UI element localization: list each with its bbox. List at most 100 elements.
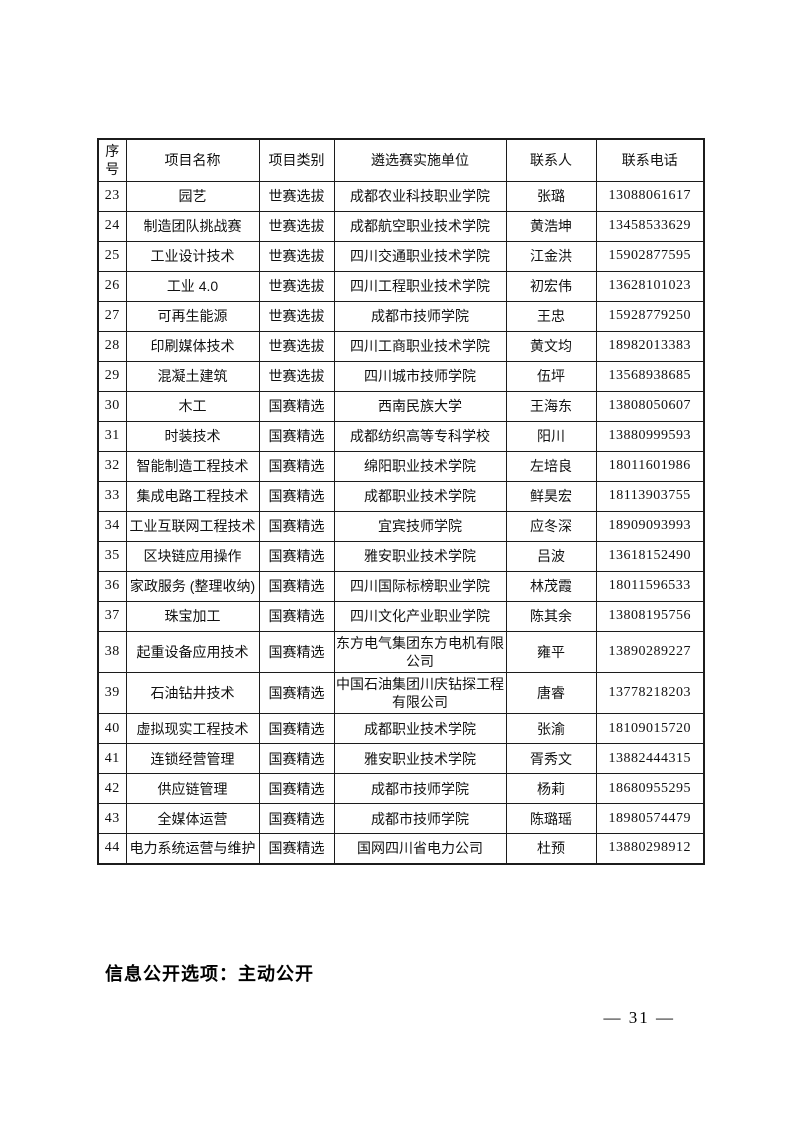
cell-project-name: 时装技术: [125, 420, 260, 452]
table-row: 38 起重设备应用技术 国赛精选 东方电气集团东方电机有限公司 雍平 13890…: [97, 630, 705, 673]
cell-project-category: 世赛选拔: [258, 180, 335, 212]
cell-project-name: 工业互联网工程技术: [125, 510, 260, 542]
cell-implementing-unit: 成都市技师学院: [333, 300, 507, 332]
cell-contact-person: 唐睿: [505, 671, 597, 715]
cell-project-name: 珠宝加工: [125, 600, 260, 632]
cell-contact-phone: 13890289227: [595, 630, 705, 673]
cell-contact-person: 伍坪: [505, 360, 597, 392]
cell-project-category: 国赛精选: [258, 833, 335, 865]
cell-contact-person: 陈璐瑶: [505, 803, 597, 835]
table-row: 24 制造团队挑战赛 世赛选拔 成都航空职业技术学院 黄浩坤 134585336…: [97, 210, 705, 242]
cell-project-name: 混凝土建筑: [125, 360, 260, 392]
cell-implementing-unit: 四川国际标榜职业学院: [333, 570, 507, 602]
cell-serial-number: 40: [97, 713, 127, 745]
table-row: 31 时装技术 国赛精选 成都纺织高等专科学校 阳川 13880999593: [97, 420, 705, 452]
cell-contact-phone: 18680955295: [595, 773, 705, 805]
cell-serial-number: 24: [97, 210, 127, 242]
cell-contact-person: 应冬深: [505, 510, 597, 542]
table-row: 34 工业互联网工程技术 国赛精选 宜宾技师学院 应冬深 18909093993: [97, 510, 705, 542]
cell-project-category: 世赛选拔: [258, 360, 335, 392]
cell-contact-phone: 13628101023: [595, 270, 705, 302]
cell-implementing-unit: 中国石油集团川庆钻探工程有限公司: [333, 671, 507, 715]
cell-contact-phone: 18113903755: [595, 480, 705, 512]
cell-project-category: 世赛选拔: [258, 210, 335, 242]
cell-contact-person: 张璐: [505, 180, 597, 212]
table-row: 41 连锁经营管理 国赛精选 雅安职业技术学院 胥秀文 13882444315: [97, 743, 705, 775]
header-project-name: 项目名称: [125, 138, 260, 182]
table-row: 28 印刷媒体技术 世赛选拔 四川工商职业技术学院 黄文均 1898201338…: [97, 330, 705, 362]
cell-implementing-unit: 西南民族大学: [333, 390, 507, 422]
table-row: 29 混凝土建筑 世赛选拔 四川城市技师学院 伍坪 13568938685: [97, 360, 705, 392]
header-implementing-unit: 遴选赛实施单位: [333, 138, 507, 182]
cell-project-category: 国赛精选: [258, 743, 335, 775]
cell-project-category: 国赛精选: [258, 671, 335, 715]
cell-serial-number: 44: [97, 833, 127, 865]
cell-contact-phone: 18011596533: [595, 570, 705, 602]
cell-project-category: 世赛选拔: [258, 330, 335, 362]
table-row: 33 集成电路工程技术 国赛精选 成都职业技术学院 鲜昊宏 1811390375…: [97, 480, 705, 512]
table-row: 32 智能制造工程技术 国赛精选 绵阳职业技术学院 左培良 1801160198…: [97, 450, 705, 482]
cell-project-category: 国赛精选: [258, 540, 335, 572]
cell-contact-phone: 13778218203: [595, 671, 705, 715]
cell-project-name: 制造团队挑战赛: [125, 210, 260, 242]
cell-contact-phone: 13808195756: [595, 600, 705, 632]
cell-project-name: 工业 4.0: [125, 270, 260, 302]
cell-implementing-unit: 四川工程职业技术学院: [333, 270, 507, 302]
cell-project-category: 国赛精选: [258, 803, 335, 835]
cell-serial-number: 36: [97, 570, 127, 602]
cell-contact-person: 胥秀文: [505, 743, 597, 775]
cell-contact-person: 吕波: [505, 540, 597, 572]
cell-project-name: 供应链管理: [125, 773, 260, 805]
cell-contact-phone: 13618152490: [595, 540, 705, 572]
cell-serial-number: 29: [97, 360, 127, 392]
cell-serial-number: 43: [97, 803, 127, 835]
cell-contact-person: 鲜昊宏: [505, 480, 597, 512]
cell-implementing-unit: 四川城市技师学院: [333, 360, 507, 392]
cell-implementing-unit: 雅安职业技术学院: [333, 743, 507, 775]
cell-contact-phone: 13808050607: [595, 390, 705, 422]
table-row: 25 工业设计技术 世赛选拔 四川交通职业技术学院 江金洪 1590287759…: [97, 240, 705, 272]
cell-project-name: 可再生能源: [125, 300, 260, 332]
cell-serial-number: 37: [97, 600, 127, 632]
cell-contact-person: 王忠: [505, 300, 597, 332]
cell-project-category: 国赛精选: [258, 480, 335, 512]
cell-project-category: 国赛精选: [258, 390, 335, 422]
header-contact-person: 联系人: [505, 138, 597, 182]
cell-project-name: 连锁经营管理: [125, 743, 260, 775]
cell-project-name: 全媒体运营: [125, 803, 260, 835]
table-row: 42 供应链管理 国赛精选 成都市技师学院 杨莉 18680955295: [97, 773, 705, 805]
cell-project-category: 国赛精选: [258, 773, 335, 805]
table-row: 23 园艺 世赛选拔 成都农业科技职业学院 张璐 13088061617: [97, 180, 705, 212]
cell-project-name: 园艺: [125, 180, 260, 212]
competition-roster-table: 序号 项目名称 项目类别 遴选赛实施单位 联系人 联系电话 23 园艺 世赛选拔…: [97, 138, 705, 865]
cell-serial-number: 28: [97, 330, 127, 362]
cell-contact-person: 黄文均: [505, 330, 597, 362]
cell-implementing-unit: 成都纺织高等专科学校: [333, 420, 507, 452]
cell-contact-phone: 18011601986: [595, 450, 705, 482]
table-row: 26 工业 4.0 世赛选拔 四川工程职业技术学院 初宏伟 1362810102…: [97, 270, 705, 302]
cell-implementing-unit: 成都农业科技职业学院: [333, 180, 507, 212]
cell-contact-person: 陈其余: [505, 600, 597, 632]
cell-implementing-unit: 国网四川省电力公司: [333, 833, 507, 865]
cell-contact-person: 江金洪: [505, 240, 597, 272]
table-row: 44 电力系统运营与维护 国赛精选 国网四川省电力公司 杜预 138802989…: [97, 833, 705, 865]
cell-implementing-unit: 成都航空职业技术学院: [333, 210, 507, 242]
cell-serial-number: 26: [97, 270, 127, 302]
cell-implementing-unit: 雅安职业技术学院: [333, 540, 507, 572]
cell-implementing-unit: 成都市技师学院: [333, 773, 507, 805]
cell-implementing-unit: 四川交通职业技术学院: [333, 240, 507, 272]
cell-implementing-unit: 成都职业技术学院: [333, 713, 507, 745]
cell-implementing-unit: 成都市技师学院: [333, 803, 507, 835]
cell-project-category: 国赛精选: [258, 510, 335, 542]
cell-serial-number: 38: [97, 630, 127, 673]
table-row: 36 家政服务 (整理收纳) 国赛精选 四川国际标榜职业学院 林茂霞 18011…: [97, 570, 705, 602]
cell-project-category: 世赛选拔: [258, 270, 335, 302]
cell-project-category: 世赛选拔: [258, 240, 335, 272]
table-row: 43 全媒体运营 国赛精选 成都市技师学院 陈璐瑶 18980574479: [97, 803, 705, 835]
page-number: — 31 —: [603, 1008, 675, 1027]
cell-contact-phone: 13088061617: [595, 180, 705, 212]
cell-contact-person: 王海东: [505, 390, 597, 422]
table-row: 40 虚拟现实工程技术 国赛精选 成都职业技术学院 张渝 18109015720: [97, 713, 705, 745]
cell-contact-person: 杨莉: [505, 773, 597, 805]
cell-contact-phone: 13458533629: [595, 210, 705, 242]
